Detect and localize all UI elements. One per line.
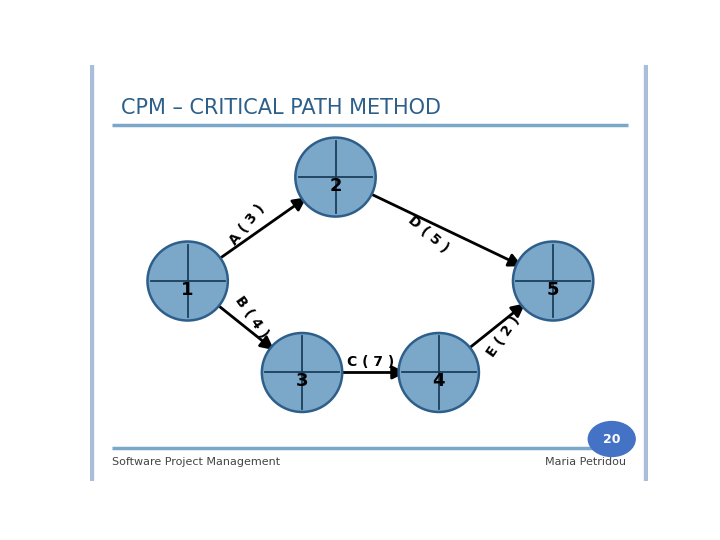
Ellipse shape bbox=[148, 241, 228, 321]
Text: Software Project Management: Software Project Management bbox=[112, 457, 281, 467]
Text: 2: 2 bbox=[329, 177, 342, 195]
Ellipse shape bbox=[262, 333, 342, 412]
Text: CPM – CRITICAL PATH METHOD: CPM – CRITICAL PATH METHOD bbox=[121, 98, 441, 118]
Text: 4: 4 bbox=[433, 372, 445, 390]
Text: A ( 3 ): A ( 3 ) bbox=[227, 201, 267, 248]
Text: C ( 7 ): C ( 7 ) bbox=[347, 355, 394, 369]
Circle shape bbox=[588, 422, 635, 456]
Text: 1: 1 bbox=[181, 281, 194, 299]
Text: 5: 5 bbox=[547, 281, 559, 299]
Text: 3: 3 bbox=[296, 372, 308, 390]
Text: D ( 5 ): D ( 5 ) bbox=[405, 213, 451, 256]
Text: B ( 4 ): B ( 4 ) bbox=[233, 294, 271, 341]
Text: 20: 20 bbox=[603, 433, 621, 446]
Ellipse shape bbox=[399, 333, 479, 412]
Ellipse shape bbox=[513, 241, 593, 321]
Ellipse shape bbox=[295, 138, 376, 217]
Text: E ( 2 ): E ( 2 ) bbox=[484, 313, 522, 360]
Text: Maria Petridou: Maria Petridou bbox=[544, 457, 626, 467]
